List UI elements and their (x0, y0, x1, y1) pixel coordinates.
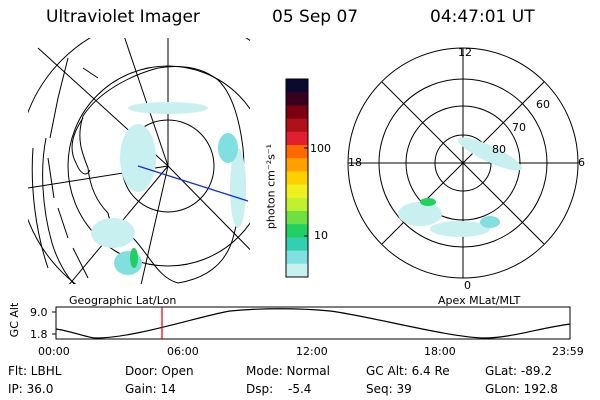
colorbar-stripe (286, 118, 308, 133)
magnetic-map (347, 47, 579, 279)
dsp-value: -5.4 (288, 382, 312, 396)
colorbar-stripe (286, 197, 308, 212)
mlt-label-12: 12 (458, 46, 472, 59)
mode-label: Mode: Normal (246, 364, 330, 378)
altitude-xtick-12: 12:00 (296, 345, 328, 358)
time-label: 04:47:01 UT (430, 7, 535, 27)
date-label: 05 Sep 07 (272, 7, 359, 27)
altitude-ylabel: GC Alt (8, 302, 21, 338)
colorbar-tick-100: 100 (310, 142, 331, 155)
magnetic-map-label: Apex MLat/MLT (438, 294, 521, 307)
seq-label: Seq: 39 (366, 382, 412, 396)
mlat-label-60: 60 (536, 98, 550, 111)
altitude-xtick-end: 23:59 (552, 345, 584, 358)
mlt-label-18: 18 (348, 156, 362, 169)
app-title: Ultraviolet Imager (46, 7, 200, 27)
altitude-ytick-1-8: 1.8 (30, 328, 48, 341)
colorbar-stripe (286, 184, 308, 199)
altitude-xtick-6: 06:00 (167, 345, 199, 358)
colorbar-stripe (286, 263, 308, 278)
colorbar-stripe (286, 145, 308, 159)
altitude-plot (52, 306, 571, 340)
colorbar-stripe (286, 131, 308, 146)
mlt-label-6: 6 (578, 156, 585, 169)
colorbar-stripe (286, 158, 308, 172)
colorbar-stripe (286, 211, 308, 225)
mlat-label-70: 70 (512, 121, 526, 134)
altitude-xtick-0: 00:00 (38, 345, 70, 358)
colorbar-stripe (286, 92, 308, 106)
dsp-label: Dsp: (246, 382, 274, 396)
flt-label: Flt: LBHL (8, 364, 62, 378)
mlat-label-80: 80 (492, 143, 506, 156)
gc-alt-label: GC Alt: 6.4 Re (366, 364, 450, 378)
altitude-ytick-9: 9.0 (30, 306, 48, 319)
colorbar-stripe (286, 105, 308, 120)
colorbar-tick-10: 10 (314, 229, 328, 242)
colorbar-unit-label: photon cm⁻²s⁻¹ (264, 143, 278, 230)
altitude-xtick-18: 18:00 (424, 345, 456, 358)
mlt-label-0: 0 (464, 279, 471, 292)
glon-label: GLon: 192.8 (485, 382, 558, 396)
geographic-map-label: Geographic Lat/Lon (69, 294, 177, 307)
colorbar-stripe (286, 237, 308, 252)
colorbar-stripe (286, 79, 308, 93)
ip-label: IP: 36.0 (8, 382, 54, 396)
colorbar-stripe (286, 224, 308, 238)
colorbar-stripe (286, 171, 308, 186)
gain-label: Gain: 14 (125, 382, 176, 396)
door-label: Door: Open (125, 364, 194, 378)
colorbar-stripe (286, 250, 308, 265)
geographic-map (28, 38, 250, 284)
colorbar (285, 78, 309, 278)
glat-label: GLat: -89.2 (485, 364, 552, 378)
